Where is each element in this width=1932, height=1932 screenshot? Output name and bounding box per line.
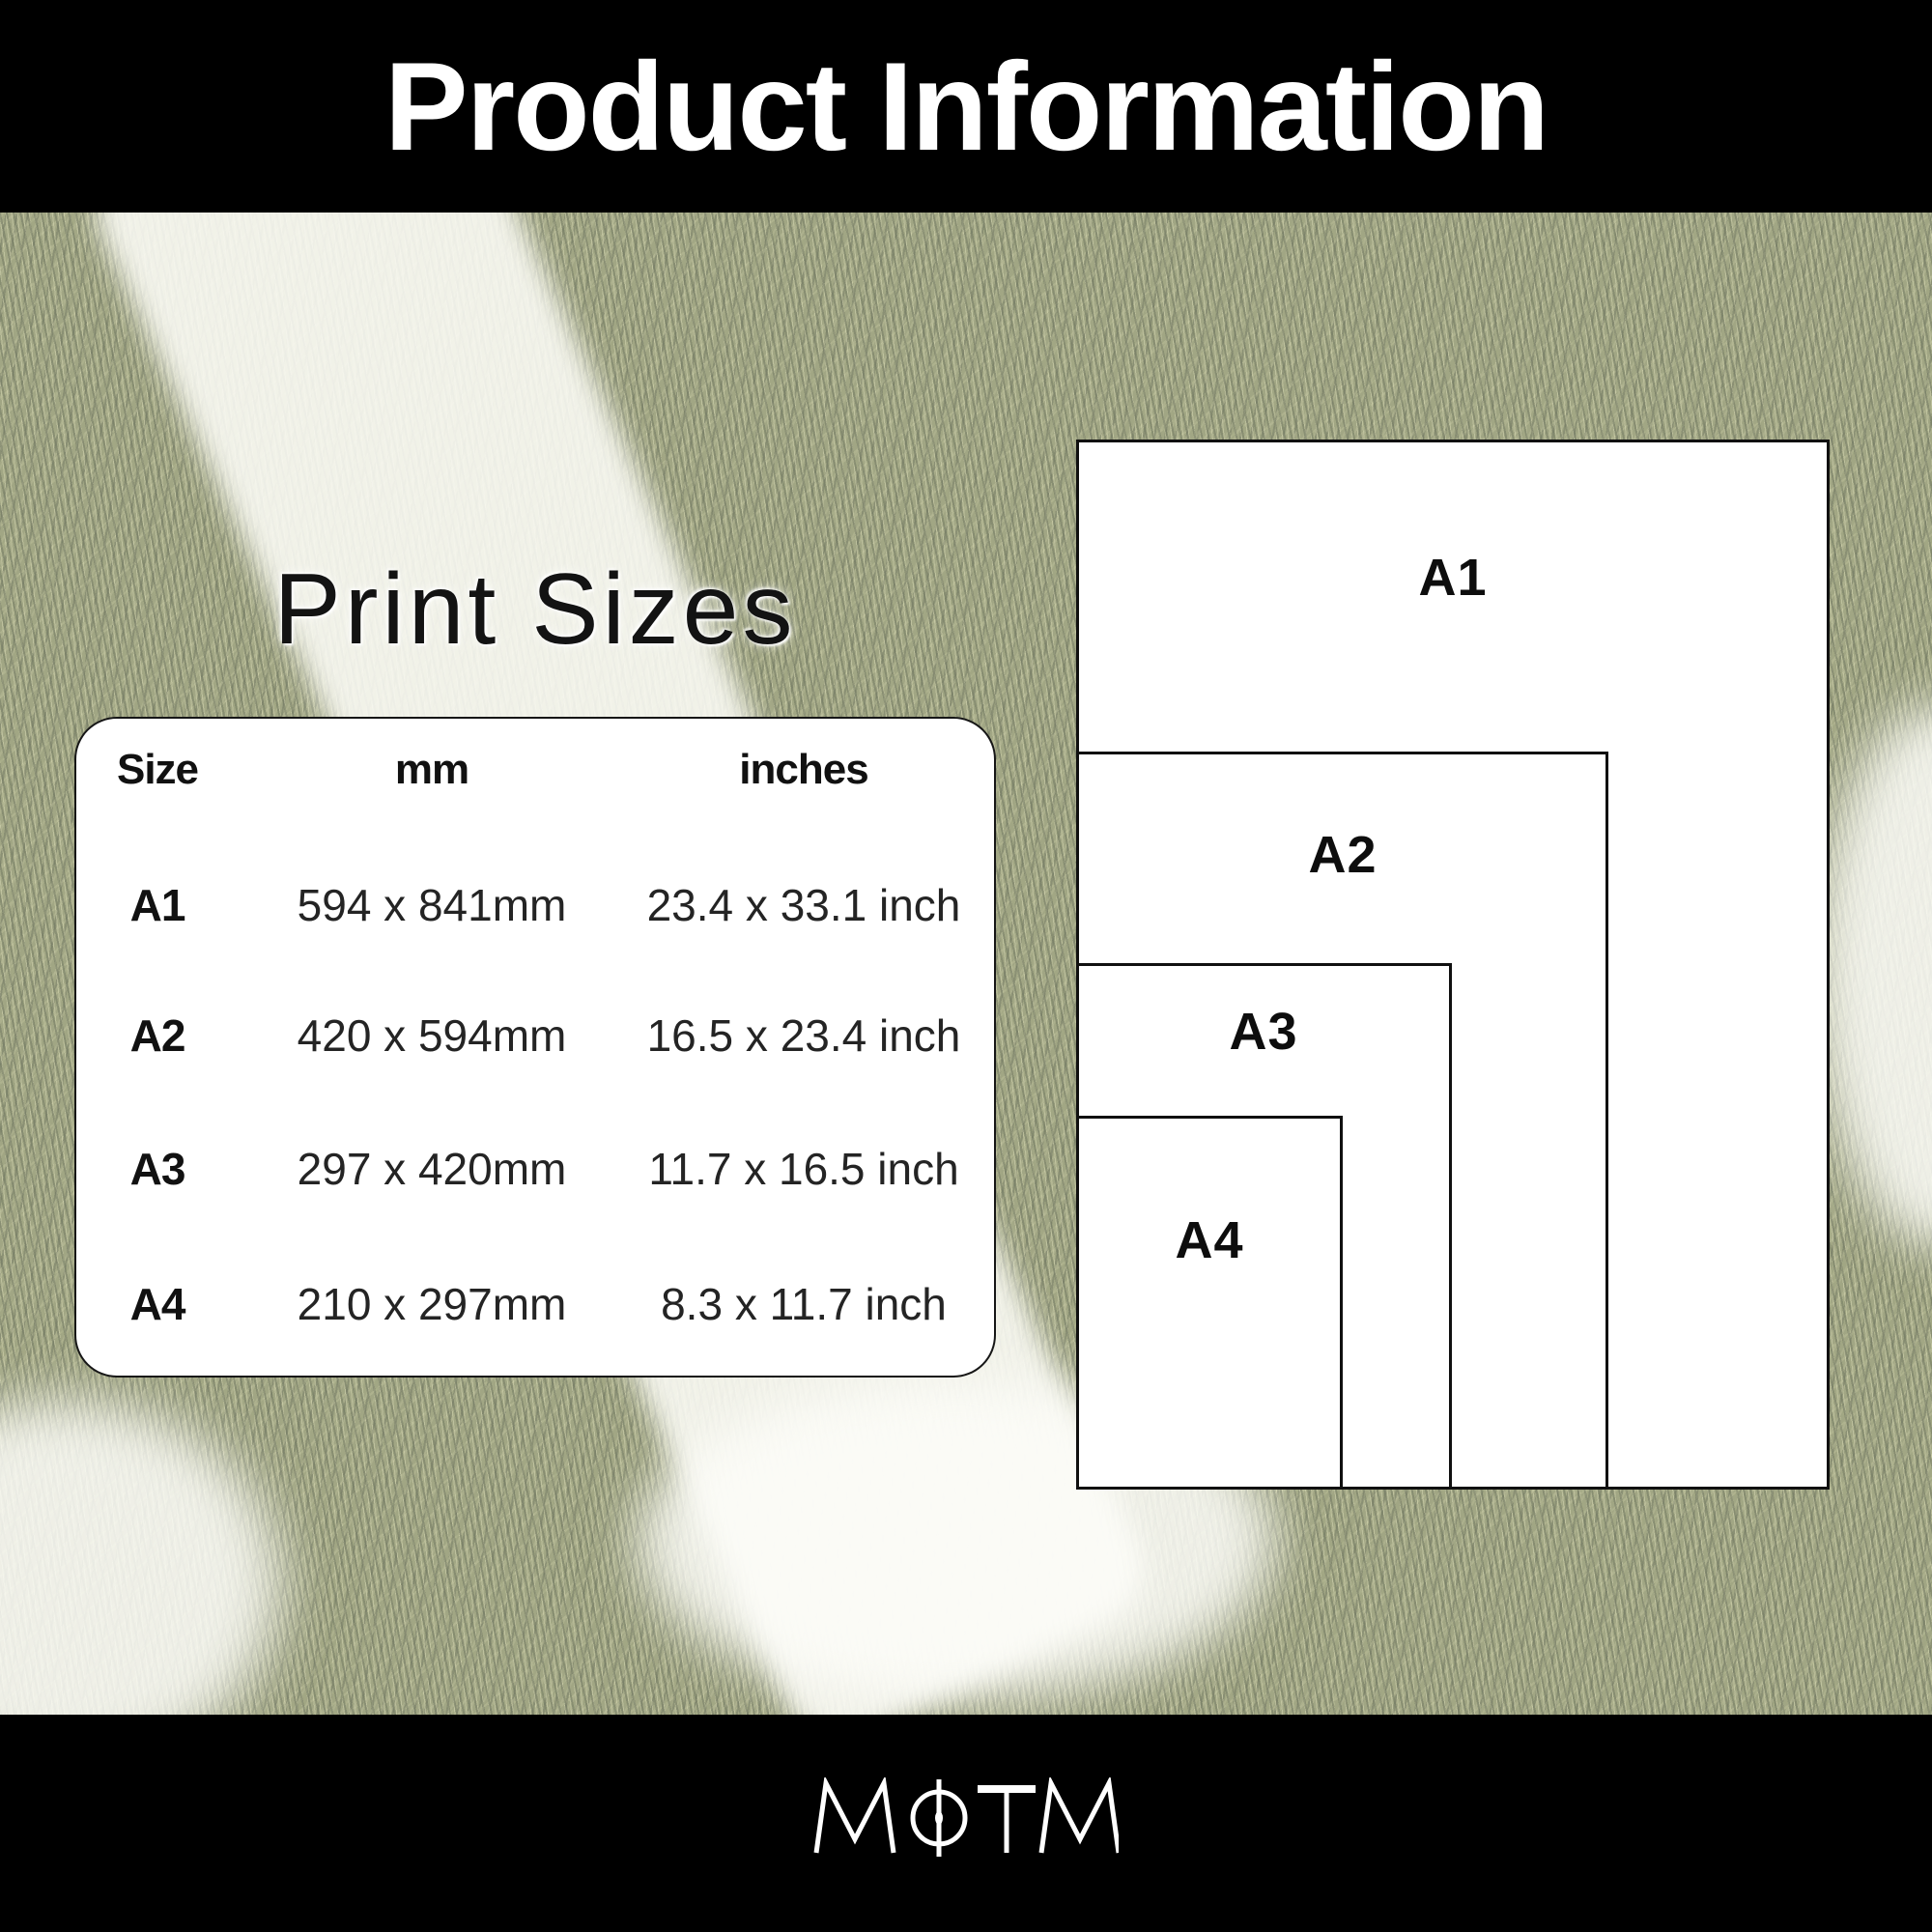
letter-m-icon (1038, 1777, 1119, 1854)
brand-name: MOTM (0, 1715, 1, 1716)
inches-cell: 23.4 x 33.1 inch (646, 880, 961, 930)
letter-m-icon (813, 1777, 896, 1854)
mm-cell: 297 x 420mm (297, 1144, 567, 1194)
column-header-mm: mm (394, 746, 469, 793)
inches-cell: 8.3 x 11.7 inch (661, 1279, 947, 1329)
motm-logo-icon (813, 1777, 1119, 1857)
centre-spot-icon (935, 1811, 943, 1825)
mm-cell: 420 x 594mm (297, 1010, 567, 1061)
print-sizes-title: Print Sizes (273, 554, 797, 666)
centre-circle-icon (910, 1789, 968, 1847)
pitch-line-right-patch (1816, 705, 1932, 1246)
paper-label-a2: A2 (1308, 826, 1378, 884)
page-title: Product Information (384, 36, 1549, 177)
size-cell: A1 (129, 880, 186, 930)
inches-cell: 16.5 x 23.4 inch (646, 1010, 961, 1061)
inches-cell: 11.7 x 16.5 inch (648, 1144, 959, 1194)
mm-cell: 594 x 841mm (297, 880, 567, 930)
size-cell: A4 (129, 1279, 186, 1329)
paper-rect-a4 (1076, 1116, 1343, 1490)
size-cell: A3 (129, 1144, 186, 1194)
mm-cell: 210 x 297mm (297, 1279, 567, 1329)
column-header-size: Size (116, 746, 199, 793)
paper-label-a1: A1 (1418, 549, 1488, 607)
print-sizes-table: Size mm inches A1 594 x 841mm 23.4 x 33.… (74, 717, 996, 1378)
column-header-inches: inches (739, 746, 868, 793)
size-cell: A2 (129, 1010, 186, 1061)
paper-label-a3: A3 (1229, 1003, 1298, 1061)
paper-label-a4: A4 (1175, 1211, 1244, 1269)
pitch-line-left-patch (0, 1401, 280, 1768)
header-bar: Product Information (0, 0, 1932, 213)
